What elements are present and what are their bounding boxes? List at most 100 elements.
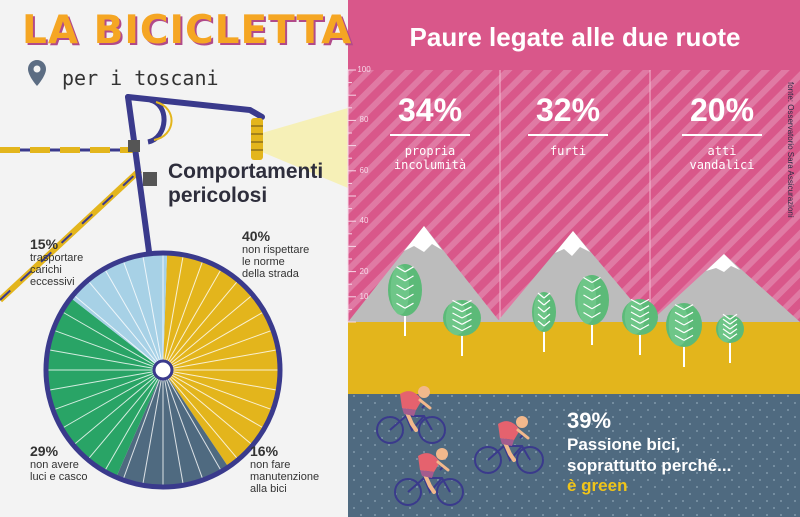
wheel-spoke [162,369,238,459]
slice-label-rules: 40% non rispettare le norme della strada [242,228,310,280]
fear-value: 32% [535,92,601,128]
wheel-spoke [49,349,164,371]
fear-label-line: incolumità [393,158,467,172]
tree-icon [443,299,481,356]
green-pct: 39% [567,408,612,433]
wheel-spoke [54,330,164,371]
wheel-spoke [162,369,272,410]
y-tick-label: 80 [359,115,369,125]
slice-pct: 16% [250,443,279,459]
wheel-spoke [63,369,164,428]
fear-label-line: vandalici [689,158,755,172]
y-tick-label: 100 [357,65,371,74]
green-text-line1: Passione bici, [567,435,681,454]
y-axis-minor-ticks [348,69,356,323]
tree-icon [622,298,658,355]
bicycle-wheel-icon [43,250,283,490]
wheel-spoke [123,369,164,479]
y-tick-label: 10 [359,291,369,301]
y-tick-label: 60 [359,165,369,175]
wheel-spoke [162,369,252,445]
green-text-line2: soprattutto perché... [567,456,732,475]
wheel-spoke [63,312,164,371]
slice-text: alla bici [250,483,287,495]
wheel-spoke [74,295,164,371]
cyclists-group [376,386,544,506]
fear-value: 20% [689,92,755,128]
slice-text: le norme [242,256,285,268]
wheel-spoke [162,330,272,371]
right-header-band [348,0,800,70]
slice-pct: 40% [242,228,271,244]
brake-cable-accent [153,101,173,141]
tree-icon [666,303,702,367]
location-pin-icon [28,60,46,86]
slice-text: non rispettare [242,244,310,256]
brake-cable [147,97,167,145]
fear-label: propria incolumità [365,144,495,172]
wheel-spoke [162,369,221,470]
tree-icon [532,292,556,352]
down-tube-accent [0,169,141,301]
wheel-spoke [88,281,164,371]
cyclist-icon [394,448,464,506]
danger-title: Comportamenti pericolosi [168,160,338,208]
slice-text: carichi [30,264,62,276]
wheel-spoke [162,261,203,371]
fear-label-line: propria [404,144,456,158]
slice-text: non avere [30,459,79,471]
wheel-spoke [162,369,184,484]
trees-group [388,264,744,367]
wheel-rim [43,250,283,490]
wheel-spoke [162,369,203,479]
pie-slice [116,370,228,485]
slice-text: della strada [242,268,299,280]
wheel-spoke [162,369,263,428]
fear-underline [390,134,470,136]
slice-pct: 29% [30,443,59,459]
cyclist-icon [376,386,446,444]
slice-text: eccessivi [30,276,75,288]
fear-label-line: atti [707,144,737,158]
green-text: Passione bici, soprattutto perché... [567,434,731,476]
slice-text: non fare [250,459,291,471]
fear-label-line: furti [549,144,587,158]
handlebar [125,94,265,120]
wheel-spoke [49,369,164,391]
wheel-spoke [162,295,252,371]
fear-label: furti [503,144,633,158]
page-subtitle: per i toscani [62,66,219,90]
source-note: fonte: Osservatorio Sara Assicurazioni [786,82,795,218]
slice-label-maintenance: 16% non fare manutenzione alla bici [250,443,319,495]
fear-underline [682,134,762,136]
wheel-spoke [105,270,164,371]
wheel-spoke [105,369,164,470]
tree-icon [575,275,609,345]
fears-title: Paure legate alle due ruote [409,22,741,52]
wheel-spoke [162,369,277,391]
cyclist-icon [474,416,544,474]
pie-slice [48,299,163,476]
wheel-spoke [162,281,238,371]
wheel-spoke [142,369,164,484]
page-title: LA BICICLETTA [22,8,353,53]
green-highlight: è green [567,476,628,495]
fear-value: 34% [397,92,463,128]
wheel-hub [152,359,174,381]
slice-label-lights: 29% non avere luci e casco [30,443,88,483]
light-mount [143,172,157,186]
wheel-spoke [142,256,164,371]
slice-text: trasportare [30,252,84,264]
bicycle-handlebar-icon [251,118,263,160]
fear-underline [528,134,608,136]
wheel-spoke [162,256,184,371]
wheel-spoke [88,369,164,459]
headlight-beam [262,108,348,188]
slice-text: luci e casco [30,471,88,483]
y-tick-label: 40 [359,216,369,226]
wheel-spoke [74,369,164,445]
tree-icon [388,264,422,336]
mountain-icon [348,226,500,322]
wheel-spoke [54,369,164,410]
